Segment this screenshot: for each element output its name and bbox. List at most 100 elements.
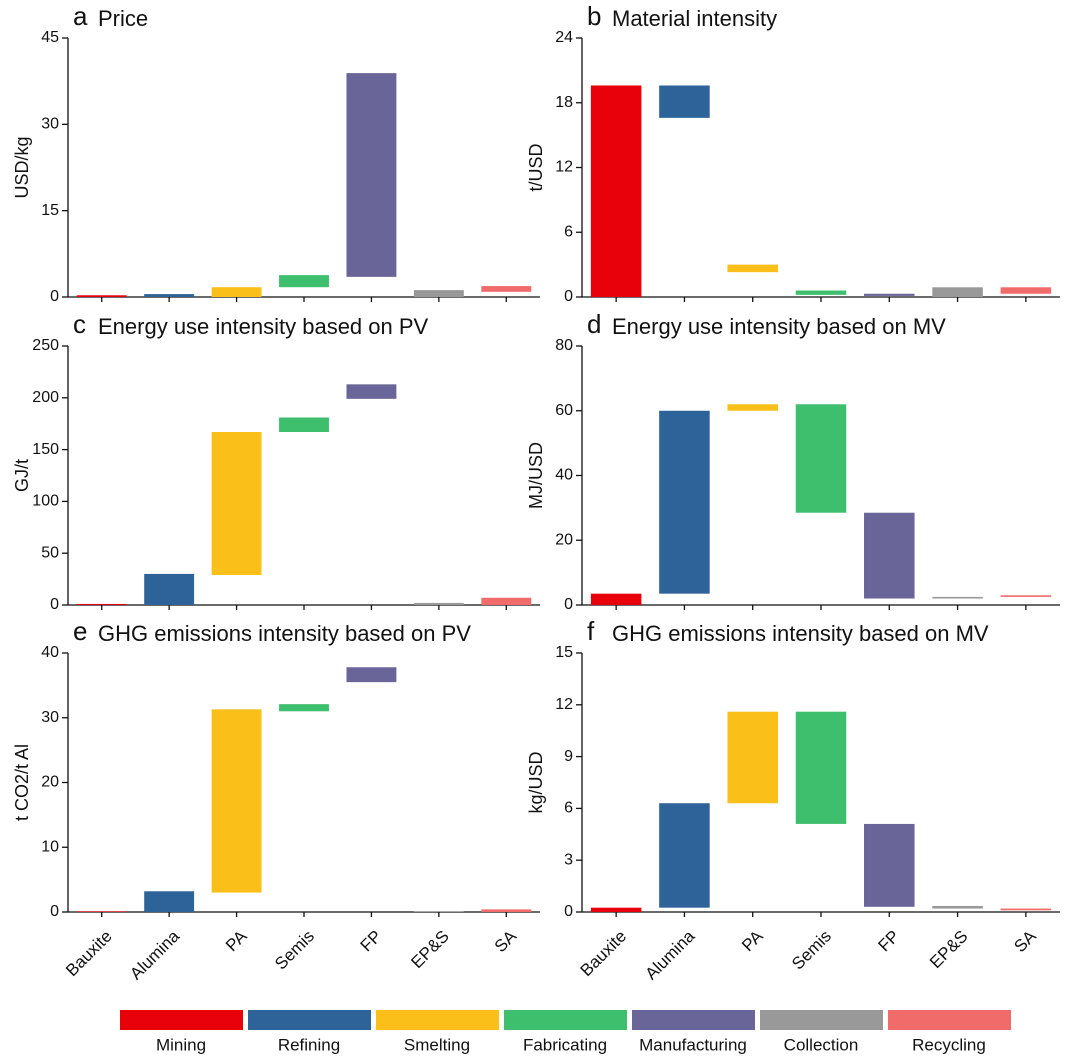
y-tick-label: 0: [564, 903, 573, 920]
y-tick-label: 250: [32, 337, 59, 354]
bar: [659, 410, 710, 594]
panel-title: GHG emissions intensity based on MV: [612, 621, 989, 646]
bar: [1000, 908, 1052, 911]
panel-letter: a: [73, 1, 88, 31]
panel-title: Energy use intensity based on PV: [98, 314, 429, 339]
panel-letter: f: [587, 616, 595, 646]
panel-title: GHG emissions intensity based on PV: [98, 621, 471, 646]
legend-swatch: [760, 1010, 883, 1030]
legend-swatch: [376, 1010, 499, 1030]
y-tick-label: 0: [50, 596, 59, 613]
y-tick-label: 40: [41, 644, 59, 661]
y-tick-label: 45: [41, 29, 59, 46]
y-tick-label: 0: [50, 903, 59, 920]
bar: [1000, 287, 1052, 294]
legend-label: Refining: [278, 1035, 340, 1054]
x-tick-label: Semis: [271, 927, 318, 974]
bar: [346, 667, 397, 683]
bar: [144, 573, 195, 605]
bar: [76, 295, 127, 297]
legend-label: Manufacturing: [639, 1035, 747, 1054]
y-tick-label: 6: [564, 800, 573, 817]
legend-label: Fabricating: [523, 1035, 607, 1054]
bar: [795, 290, 847, 295]
x-tick-label: Bauxite: [577, 927, 631, 981]
legend-swatch: [888, 1010, 1011, 1030]
y-tick-label: 15: [41, 202, 59, 219]
x-tick-label: FP: [357, 927, 386, 956]
y-tick-label: 200: [32, 389, 59, 406]
bar: [413, 290, 464, 297]
legend-label: Collection: [784, 1035, 859, 1054]
legend-label: Smelting: [404, 1035, 470, 1054]
legend-swatch: [120, 1010, 243, 1030]
x-tick-label: SA: [1010, 926, 1040, 956]
y-axis-label: USD/kg: [12, 136, 32, 198]
bar: [413, 602, 464, 605]
y-tick-label: 60: [555, 402, 573, 419]
bar: [590, 907, 642, 912]
legend-swatch: [632, 1010, 755, 1030]
bar: [590, 85, 642, 297]
bar: [864, 823, 915, 907]
y-tick-label: 6: [564, 223, 573, 240]
legend-label: Recycling: [912, 1035, 986, 1054]
y-axis-label: GJ/t: [12, 459, 32, 492]
y-tick-label: 3: [564, 851, 573, 868]
bar: [481, 909, 532, 912]
y-tick-label: 0: [50, 288, 59, 305]
panel-letter: e: [73, 616, 87, 646]
x-tick-label: SA: [491, 926, 521, 956]
bar: [481, 597, 532, 605]
y-axis-label: t CO2/t Al: [12, 744, 32, 821]
bar: [932, 905, 983, 909]
bar: [727, 264, 778, 273]
x-tick-label: Semis: [788, 927, 835, 974]
y-axis-label: MJ/USD: [526, 442, 546, 509]
bar: [279, 417, 329, 432]
panel-title: Energy use intensity based on MV: [612, 314, 946, 339]
y-tick-label: 80: [555, 337, 573, 354]
y-tick-label: 18: [555, 94, 573, 111]
panel-letter: c: [73, 309, 86, 339]
panel-title: Price: [98, 6, 148, 31]
y-tick-label: 20: [41, 774, 59, 791]
x-tick-label: PA: [738, 926, 767, 955]
y-tick-label: 40: [555, 467, 573, 484]
x-tick-label: Bauxite: [62, 927, 116, 981]
bar: [76, 911, 127, 912]
y-tick-label: 0: [564, 596, 573, 613]
y-tick-label: 20: [555, 531, 573, 548]
bar: [346, 384, 397, 399]
bar: [727, 711, 778, 804]
y-tick-label: 30: [41, 709, 59, 726]
bar: [659, 85, 710, 118]
bar: [1000, 595, 1052, 597]
y-tick-label: 50: [41, 544, 59, 561]
bar: [795, 711, 847, 824]
bar: [211, 709, 262, 893]
y-axis-label: kg/USD: [526, 751, 546, 813]
bar: [211, 431, 262, 575]
x-tick-label: Alumina: [126, 926, 183, 983]
bar: [481, 286, 532, 292]
bar: [413, 911, 464, 912]
bar: [795, 404, 847, 513]
bar: [864, 293, 915, 296]
bar: [279, 275, 329, 288]
legend-label: Mining: [156, 1035, 206, 1054]
panel-letter: d: [587, 309, 601, 339]
x-tick-label: Alumina: [642, 926, 699, 983]
y-tick-label: 100: [32, 493, 59, 510]
y-tick-label: 15: [555, 644, 573, 661]
bar: [864, 512, 915, 599]
bar: [76, 603, 127, 605]
bar: [144, 891, 195, 912]
bar: [932, 596, 983, 599]
x-tick-label: EP&S: [926, 927, 972, 973]
legend-swatch: [248, 1010, 371, 1030]
y-axis-label: t/USD: [526, 143, 546, 191]
y-tick-label: 9: [564, 748, 573, 765]
bar: [590, 593, 642, 605]
legend-swatch: [504, 1010, 627, 1030]
